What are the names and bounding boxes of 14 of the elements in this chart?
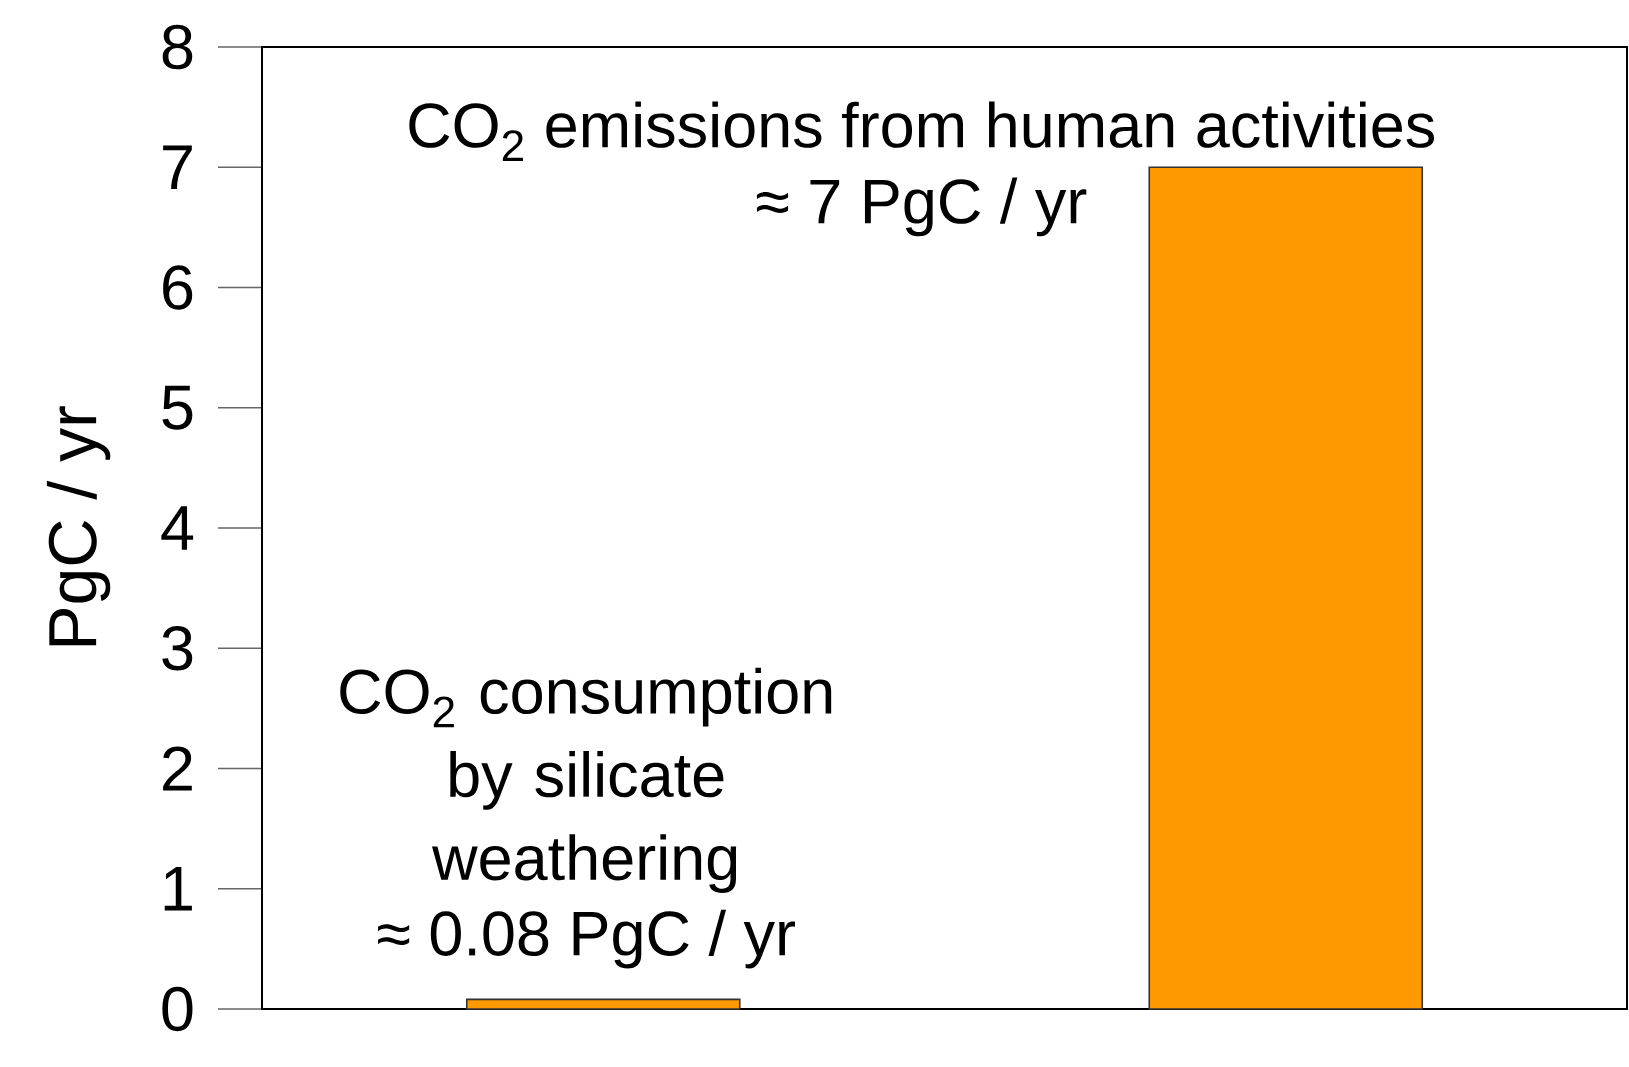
y-tick-label: 7 — [163, 145, 192, 190]
y-tick-label: 4 — [161, 506, 194, 550]
y-tick-label: 8 — [162, 24, 193, 70]
annotation: CO$_{2}$ consumption by silicate weathering — [340, 667, 832, 894]
y-tick-label: 2 — [163, 746, 192, 791]
annotation: CO$_{2}$ emissions from human activities — [409, 101, 1435, 162]
y-tick-label: 6 — [163, 265, 193, 310]
y-axis-title: PgC / yr — [46, 406, 111, 646]
y-tick-label: 0 — [162, 986, 193, 1032]
annotation: ≈ 7 PgC / yr — [756, 177, 1087, 237]
y-tick-label: 1 — [164, 867, 192, 911]
annotation: ≈ 0.08 PgC / yr — [378, 909, 795, 969]
y-tick-label: 3 — [162, 626, 193, 671]
y-tick-label: 5 — [162, 385, 193, 430]
